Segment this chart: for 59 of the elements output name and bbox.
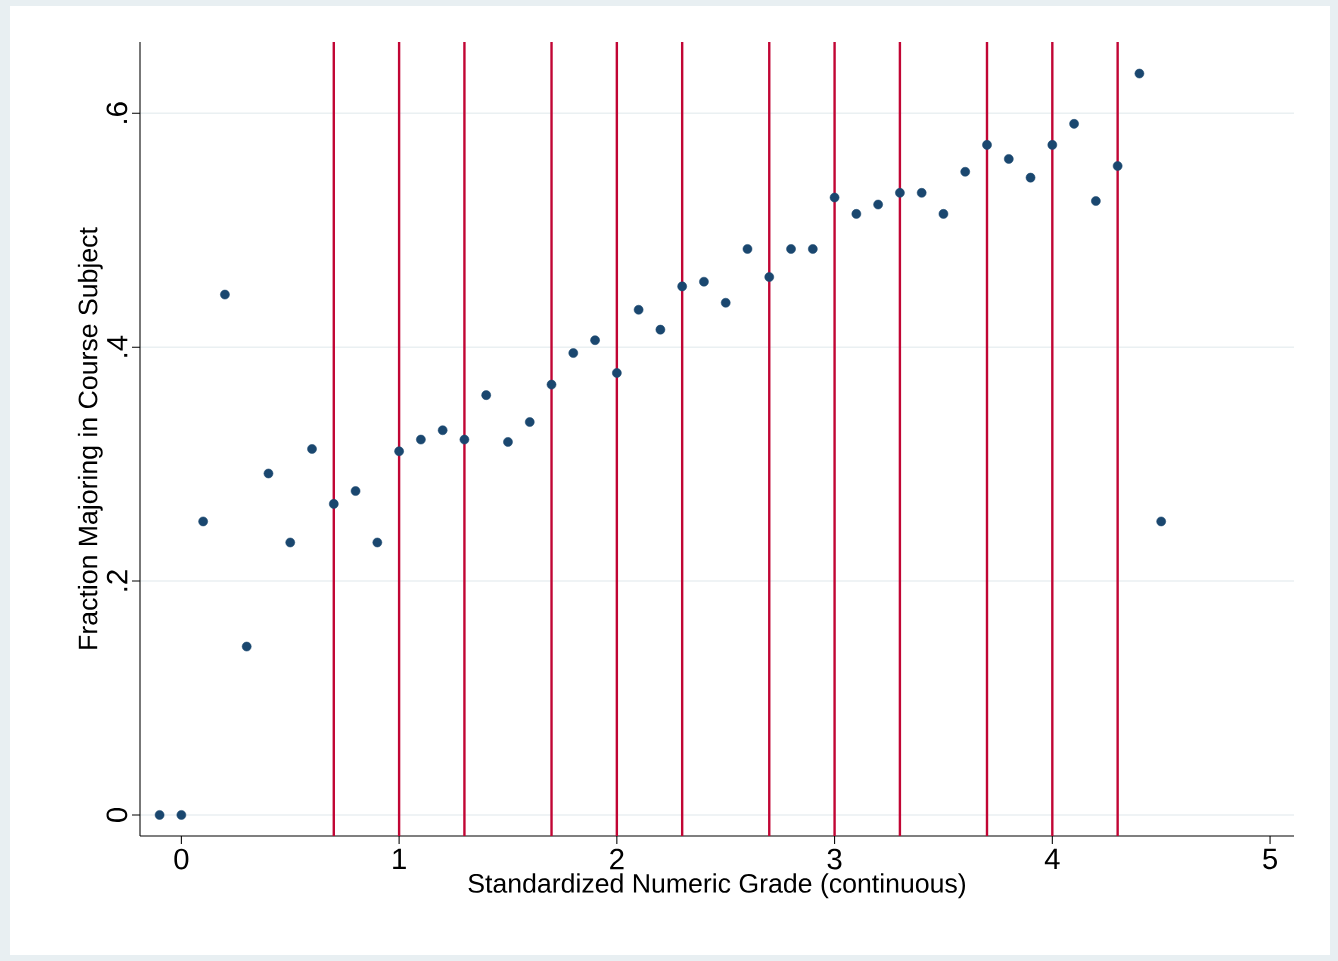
y-tick-label: 0 (106, 807, 128, 822)
point (655, 324, 666, 335)
point (873, 199, 883, 210)
point (503, 437, 513, 447)
point (1025, 172, 1036, 183)
y-axis-title: Fraction Majoring in Course Subject (77, 227, 103, 649)
point (394, 446, 404, 457)
point (612, 368, 622, 378)
point (328, 499, 339, 509)
point (198, 516, 208, 527)
point (372, 537, 383, 548)
point (459, 434, 470, 445)
point (416, 434, 426, 445)
x-tick-label: 0 (174, 848, 189, 870)
point (1069, 119, 1079, 129)
point (829, 192, 840, 203)
x-tick-label: 3 (827, 848, 842, 870)
point (524, 417, 535, 427)
point (916, 188, 927, 198)
point (982, 140, 992, 150)
point (1091, 196, 1101, 206)
point (1134, 68, 1145, 79)
point (437, 425, 448, 436)
point (1003, 154, 1014, 164)
y-tick-label: .6 (106, 102, 128, 123)
y-tick-label: .4 (107, 335, 128, 357)
point (786, 244, 796, 254)
point (895, 188, 905, 198)
x-tick-label: 2 (610, 848, 624, 870)
point (220, 289, 230, 300)
point (568, 348, 579, 358)
point (764, 272, 775, 282)
y-tick-label: .2 (106, 570, 128, 591)
point (633, 304, 644, 315)
point (720, 297, 731, 308)
point (546, 379, 557, 390)
point (285, 537, 296, 548)
point (938, 209, 949, 219)
point (307, 444, 317, 454)
x-tick-label: 4 (1044, 848, 1060, 869)
point (1047, 140, 1058, 150)
point (241, 641, 252, 652)
point (590, 335, 600, 345)
point (154, 810, 165, 820)
x-tick-label: 5 (1263, 848, 1277, 870)
point (1156, 516, 1166, 527)
point (263, 468, 274, 479)
point (1112, 161, 1123, 171)
point (851, 209, 862, 219)
x-tick-label: 1 (393, 848, 406, 869)
point (677, 281, 687, 292)
point (960, 166, 971, 177)
point (176, 810, 187, 820)
point (481, 390, 492, 400)
point (699, 276, 709, 287)
x-axis-title: Standardized Numeric Grade (continuous) (468, 873, 966, 899)
point (808, 244, 818, 254)
point (350, 486, 361, 496)
point (742, 244, 753, 254)
